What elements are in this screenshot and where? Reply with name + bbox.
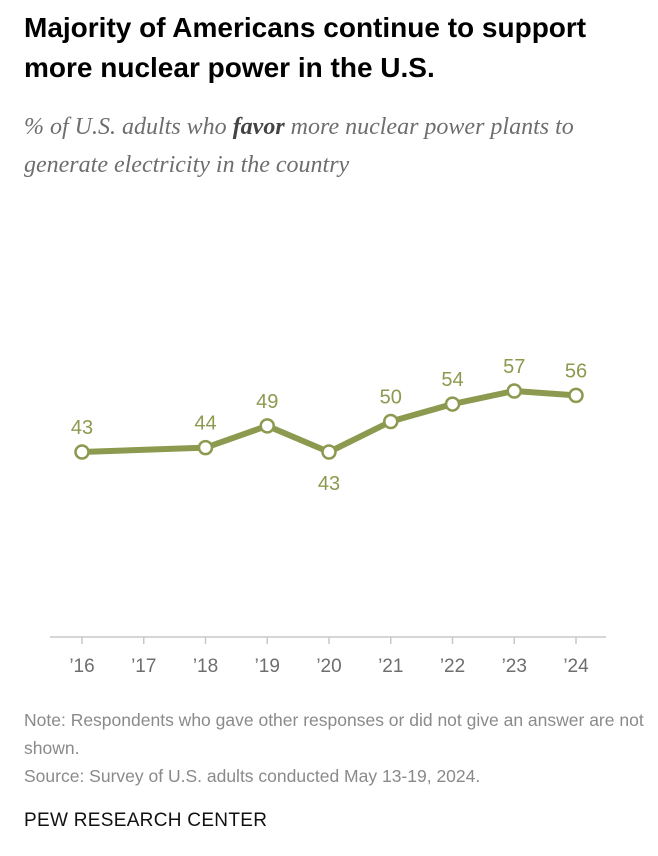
data-point: [259, 418, 275, 434]
data-label: 43: [318, 473, 340, 495]
data-label: 54: [441, 369, 463, 391]
data-label: 56: [565, 360, 587, 382]
x-tick-label: ’16: [69, 656, 94, 677]
subtitle-text-post: more nuclear power plants to generate el…: [24, 114, 574, 178]
data-point: [197, 439, 214, 456]
data-point: [74, 444, 90, 460]
line-chart: ’16 ’17 ’18 ’19 ’20 ’21 ’22 ’23 ’24 43 44 49 43 50 54…: [50, 356, 606, 677]
x-tick-label: ’21: [378, 656, 403, 677]
data-labels: 43 44 49 43 50 54 57 56: [71, 356, 587, 495]
x-tick-label: ’24: [563, 656, 589, 677]
x-tick-label: ’20: [316, 656, 341, 677]
series-line: [79, 388, 579, 455]
data-points: [74, 383, 584, 460]
footnotes: Note: Respondents who gave other respons…: [24, 706, 644, 790]
data-point: [444, 396, 461, 412]
data-point: [568, 387, 584, 404]
x-tick-label: ’19: [255, 656, 280, 677]
data-point: [506, 383, 522, 399]
data-label: 57: [503, 356, 525, 378]
x-tick-label: ’17: [131, 656, 156, 677]
data-label: 44: [194, 413, 216, 435]
subtitle-emphasis: favor: [232, 114, 285, 140]
note-text: Note: Respondents who gave other respons…: [24, 710, 644, 758]
data-point: [321, 444, 337, 460]
x-tick-label: ’23: [502, 656, 527, 677]
x-tick-label: ’22: [440, 656, 465, 677]
x-axis-tick-labels: ’16 ’17 ’18 ’19 ’20 ’21 ’22 ’23 ’24: [69, 656, 589, 677]
x-axis-ticks: [81, 637, 577, 644]
chart-subtitle: % of U.S. adults who favor more nuclear …: [24, 108, 644, 184]
subtitle-text-pre: % of U.S. adults who: [24, 114, 233, 140]
data-label: 50: [380, 387, 402, 409]
chart-title: Majority of Americans continue to suppor…: [24, 12, 587, 83]
data-label: 49: [256, 391, 278, 413]
data-point: [383, 413, 399, 430]
brand-logo-text: PEW RESEARCH CENTER: [24, 810, 268, 831]
data-label: 43: [71, 417, 93, 439]
source-text: Source: Survey of U.S. adults conducted …: [24, 766, 481, 786]
x-tick-label: ’18: [193, 656, 218, 677]
